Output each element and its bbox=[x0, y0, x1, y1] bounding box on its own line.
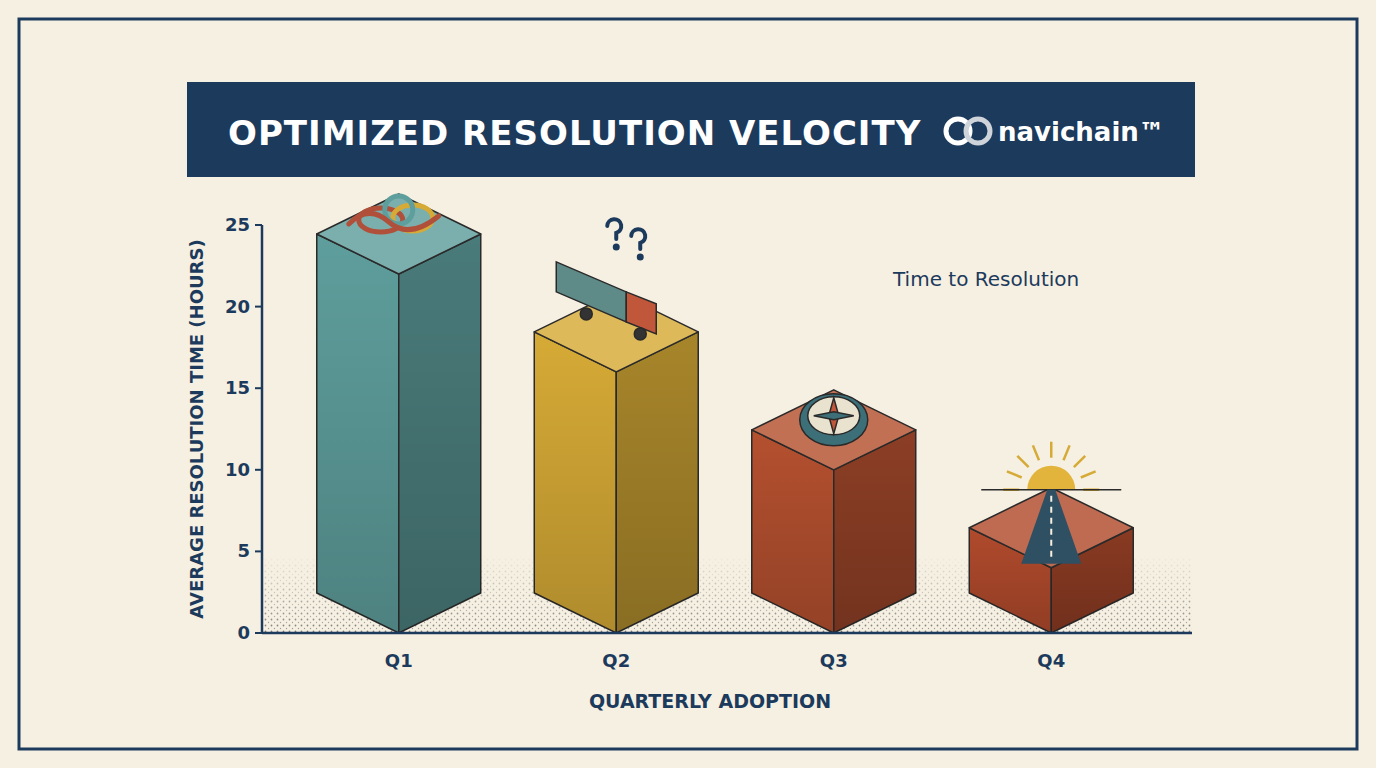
knot-rope bbox=[349, 213, 439, 229]
sun-ray bbox=[1063, 445, 1069, 460]
bar-shade bbox=[399, 234, 481, 633]
y-tick bbox=[255, 224, 262, 226]
y-tick bbox=[255, 387, 262, 389]
x-axis bbox=[262, 632, 1192, 635]
bar-shade bbox=[317, 234, 399, 633]
wheel bbox=[580, 308, 592, 320]
frame bbox=[19, 19, 1357, 749]
icon-compass bbox=[800, 394, 868, 446]
question-dot bbox=[639, 255, 642, 258]
sun-ray bbox=[1081, 471, 1096, 477]
y-tick bbox=[255, 469, 262, 471]
bar-shade bbox=[534, 332, 616, 633]
bar-top-face bbox=[317, 194, 481, 274]
bar-top-face bbox=[969, 488, 1133, 568]
annotation: Time to Resolution bbox=[892, 267, 1079, 291]
y-axis-title: AVERAGE RESOLUTION TIME (HOURS) bbox=[186, 239, 207, 618]
logo-ring bbox=[966, 119, 990, 143]
truck-box bbox=[556, 262, 626, 322]
y-tick-label: 15 bbox=[225, 377, 250, 398]
y-tick bbox=[255, 306, 262, 308]
brand: navichain™ bbox=[998, 117, 1165, 147]
bar bbox=[752, 390, 916, 633]
background bbox=[0, 0, 1376, 768]
question-hook bbox=[631, 229, 645, 249]
icon-question bbox=[607, 219, 645, 258]
y-tick-label: 0 bbox=[237, 622, 250, 643]
x-tick-label: Q2 bbox=[602, 650, 630, 671]
chart: OPTIMIZED RESOLUTION VELOCITY navichain™ 0… bbox=[0, 0, 1376, 768]
compass-needle bbox=[814, 412, 854, 420]
y-axis bbox=[261, 225, 264, 633]
road-line bbox=[1050, 496, 1052, 560]
title-banner bbox=[187, 82, 1195, 177]
x-axis-title: QUARTERLY ADOPTION bbox=[589, 690, 831, 712]
question-hook bbox=[607, 219, 621, 239]
brand-logo bbox=[946, 119, 990, 143]
bar-right-face bbox=[399, 234, 481, 633]
road bbox=[1021, 490, 1081, 564]
icon-truck bbox=[556, 262, 656, 340]
title: OPTIMIZED RESOLUTION VELOCITY bbox=[228, 113, 921, 153]
y-tick-label: 10 bbox=[225, 459, 250, 480]
y-tick-label: 25 bbox=[225, 214, 250, 235]
x-tick-label: Q1 bbox=[385, 650, 413, 671]
bar-left-face bbox=[317, 234, 399, 633]
y-tick-label: 5 bbox=[237, 540, 250, 561]
sun-ray bbox=[1050, 442, 1053, 458]
y-tick bbox=[255, 550, 262, 552]
bar-right-face bbox=[616, 332, 698, 633]
bar-shade bbox=[616, 332, 698, 633]
bar-top-face bbox=[752, 390, 916, 470]
sun-disc bbox=[1027, 466, 1075, 490]
wheel bbox=[634, 328, 646, 340]
bar bbox=[317, 194, 481, 633]
bar bbox=[969, 488, 1133, 633]
icon-knot bbox=[349, 196, 439, 232]
icon-sun bbox=[981, 442, 1121, 564]
sun-ray bbox=[1074, 456, 1085, 467]
y-tick-label: 20 bbox=[225, 296, 250, 317]
y-tick bbox=[255, 632, 262, 634]
sun-ray bbox=[1017, 456, 1028, 467]
compass-face bbox=[808, 397, 860, 435]
bar-left-face bbox=[534, 332, 616, 633]
sun-ray bbox=[1007, 471, 1022, 477]
x-tick-label: Q4 bbox=[1037, 650, 1065, 671]
compass-rim bbox=[800, 394, 868, 446]
bar bbox=[534, 292, 698, 633]
bars bbox=[317, 194, 1134, 633]
sun-ray bbox=[1033, 445, 1039, 460]
question-dot bbox=[615, 245, 618, 248]
x-tick-label: Q3 bbox=[820, 650, 848, 671]
